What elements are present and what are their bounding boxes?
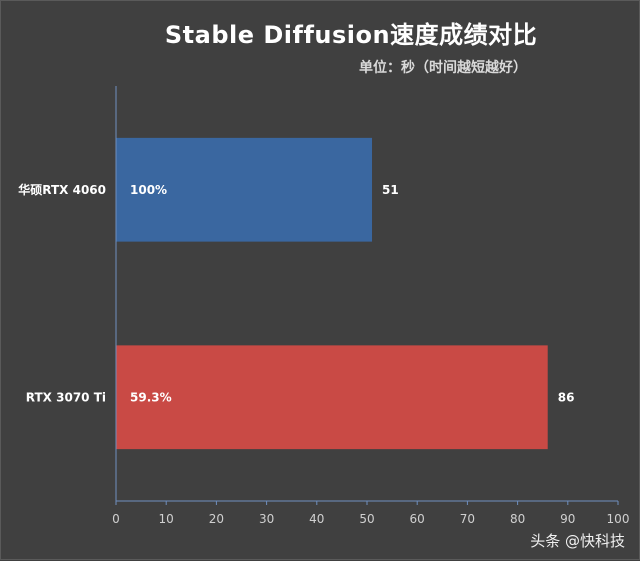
bar-1 bbox=[116, 345, 548, 450]
x-tick-label: 30 bbox=[259, 512, 274, 526]
x-tick-label: 70 bbox=[460, 512, 475, 526]
data-label: 51 bbox=[382, 183, 399, 197]
x-tick-label: 10 bbox=[159, 512, 174, 526]
chart-subtitle: 单位：秒（时间越短越好） bbox=[359, 60, 527, 76]
category-label: 华硕RTX 4060 bbox=[18, 182, 106, 197]
watermark: 头条 @快科技 bbox=[530, 532, 625, 550]
x-tick-label: 40 bbox=[309, 512, 324, 526]
bar-0 bbox=[116, 137, 373, 242]
category-label: RTX 3070 Ti bbox=[26, 390, 106, 404]
percent-label: 59.3% bbox=[130, 390, 172, 404]
x-tick-label: 50 bbox=[359, 512, 374, 526]
x-tick-label: 100 bbox=[607, 512, 630, 526]
x-tick-label: 80 bbox=[510, 512, 525, 526]
x-tick-label: 20 bbox=[209, 512, 224, 526]
data-label: 86 bbox=[558, 390, 575, 404]
x-tick-label: 60 bbox=[410, 512, 425, 526]
chart-title: Stable Diffusion速度成绩对比 bbox=[164, 21, 538, 49]
x-tick-label: 90 bbox=[560, 512, 575, 526]
x-tick-label: 0 bbox=[112, 512, 120, 526]
percent-label: 100% bbox=[130, 183, 167, 197]
